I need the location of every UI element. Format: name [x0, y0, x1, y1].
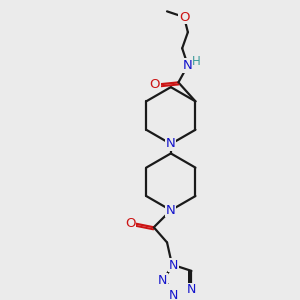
Text: O: O: [125, 217, 135, 230]
Text: N: N: [169, 289, 178, 300]
Text: N: N: [183, 59, 193, 72]
Text: N: N: [166, 137, 176, 151]
Text: H: H: [192, 55, 201, 68]
Text: O: O: [179, 11, 189, 23]
Text: N: N: [187, 283, 196, 296]
Text: N: N: [166, 204, 176, 217]
Text: O: O: [149, 78, 160, 91]
Text: N: N: [169, 259, 178, 272]
Text: N: N: [158, 274, 167, 287]
